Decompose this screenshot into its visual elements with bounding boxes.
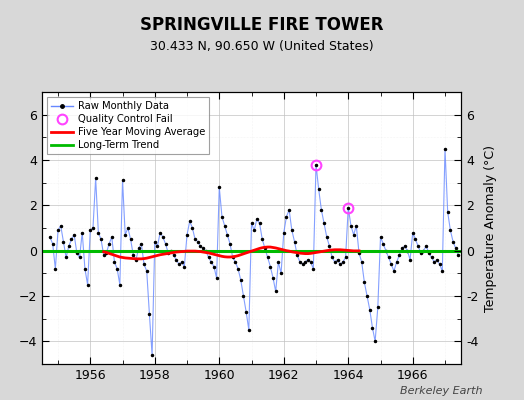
Text: Berkeley Earth: Berkeley Earth (400, 386, 482, 396)
Text: SPRINGVILLE FIRE TOWER: SPRINGVILLE FIRE TOWER (140, 16, 384, 34)
Text: 30.433 N, 90.650 W (United States): 30.433 N, 90.650 W (United States) (150, 40, 374, 53)
Y-axis label: Temperature Anomaly (°C): Temperature Anomaly (°C) (484, 144, 497, 312)
Legend: Raw Monthly Data, Quality Control Fail, Five Year Moving Average, Long-Term Tren: Raw Monthly Data, Quality Control Fail, … (47, 97, 209, 154)
